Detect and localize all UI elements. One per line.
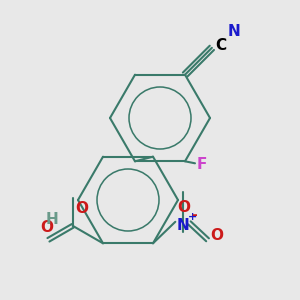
Text: O: O [177, 200, 190, 215]
Text: +: + [188, 212, 197, 222]
Text: -: - [191, 208, 197, 222]
Text: O: O [40, 220, 53, 235]
Text: F: F [197, 157, 207, 172]
Text: C: C [215, 38, 226, 53]
Text: N: N [227, 24, 240, 39]
Text: O: O [76, 201, 89, 216]
Text: H: H [46, 212, 59, 227]
Text: N: N [177, 218, 190, 233]
Text: O: O [211, 228, 224, 243]
